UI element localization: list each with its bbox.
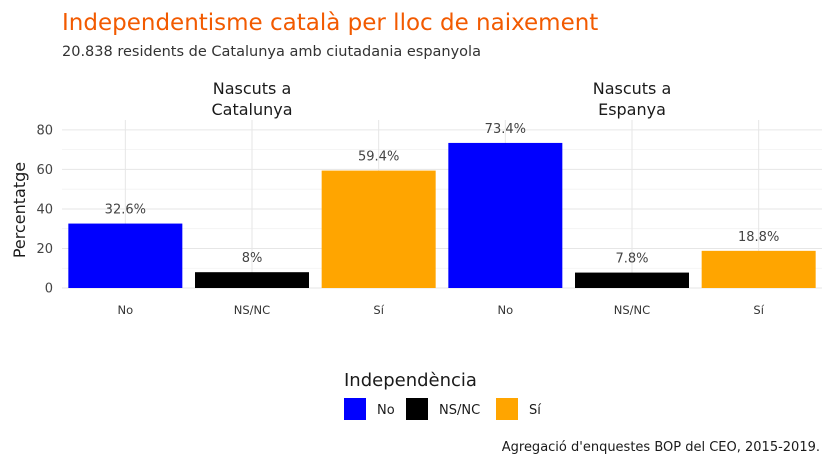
category-label: No: [118, 303, 134, 317]
data-label: 7.8%: [615, 252, 648, 267]
bar-espanya-0: [448, 142, 563, 288]
data-label: 18.8%: [738, 230, 779, 245]
facet-label: Espanya: [598, 100, 666, 119]
y-tick-label: 40: [36, 202, 53, 217]
chart-title: Independentisme català per lloc de naixe…: [62, 10, 598, 36]
legend-swatch: [496, 398, 518, 420]
category-label: NS/NC: [614, 303, 650, 317]
facet-label: Nascuts a: [213, 79, 292, 98]
legend: Independència No NS/NC Sí: [344, 370, 541, 420]
bar-catalunya-0: [68, 223, 183, 288]
plot-area: Nascuts a Catalunya 32.6% No 8% NS/NC 59.4% Sí N…: [36, 79, 822, 317]
bar-catalunya-1: [195, 272, 309, 288]
legend-swatch: [344, 398, 366, 420]
y-tick-label: 0: [45, 282, 53, 297]
chart-subtitle: 20.838 residents de Catalunya amb ciutad…: [62, 44, 481, 60]
legend-swatch: [406, 398, 428, 420]
category-label: No: [498, 303, 514, 317]
y-axis-title: Percentatge: [10, 162, 29, 258]
bar-espanya-2: [701, 250, 816, 288]
category-label: NS/NC: [234, 303, 270, 317]
y-tick-label: 80: [36, 123, 53, 138]
data-label: 73.4%: [485, 122, 526, 137]
y-tick-label: 60: [36, 163, 53, 178]
legend-label: No: [377, 403, 395, 418]
data-label: 32.6%: [105, 203, 146, 218]
legend-label: Sí: [529, 403, 541, 418]
legend-label: NS/NC: [439, 403, 480, 418]
facet-label: Catalunya: [211, 100, 292, 119]
data-label: 59.4%: [358, 150, 399, 165]
data-label: 8%: [242, 251, 263, 266]
category-label: Sí: [373, 303, 384, 317]
facet-label: Nascuts a: [593, 79, 672, 98]
legend-title: Independència: [344, 370, 477, 391]
bar-catalunya-2: [321, 170, 436, 288]
chart-caption: Agregació d'enquestes BOP del CEO, 2015-…: [502, 440, 820, 455]
y-tick-label: 20: [36, 242, 53, 257]
bar-espanya-1: [575, 272, 689, 288]
category-label: Sí: [753, 303, 764, 317]
